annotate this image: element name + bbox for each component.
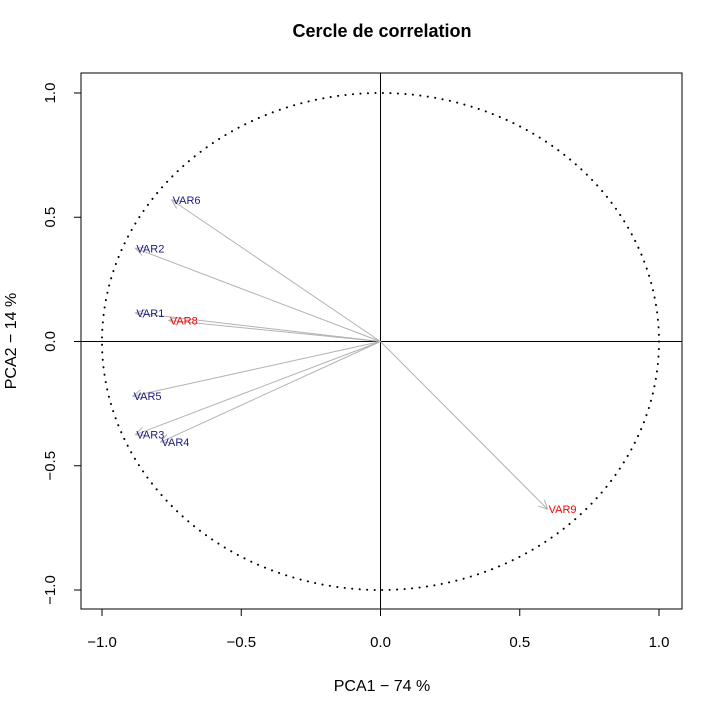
- label-var6: VAR6: [173, 195, 201, 207]
- label-var1: VAR1: [136, 308, 164, 320]
- arrowhead-var6: [170, 199, 182, 209]
- arrowhead-var8: [167, 316, 179, 327]
- label-var3: VAR3: [136, 430, 164, 442]
- arrow-var4: [160, 341, 381, 443]
- y-tick-label: 0.5: [42, 207, 59, 228]
- y-axis-label: PCA2 − 14 %: [3, 293, 20, 390]
- arrowhead-var3: [134, 427, 146, 437]
- plot-area: −1.0 −0.5 0.0 0.5 1.0 −1.0 −0.5 0.0 0.5 1.0 VAR1 VA…: [42, 72, 683, 651]
- arrowhead-var5: [131, 389, 143, 399]
- label-var8: VAR8: [170, 315, 198, 327]
- arrow-var5: [132, 341, 381, 397]
- arrow-var3: [135, 341, 381, 436]
- x-tick-label: −1.0: [87, 634, 117, 651]
- arrow-var6: [171, 199, 381, 342]
- x-tick-label: −0.5: [226, 634, 256, 651]
- x-tick-label: 0.5: [509, 634, 530, 651]
- chart-title: Cercle de correlation: [292, 21, 471, 41]
- y-tick-label: −1.0: [42, 575, 59, 605]
- arrow-var8: [168, 319, 381, 342]
- label-var9: VAR9: [549, 504, 577, 516]
- y-tick-label: 0.0: [42, 331, 59, 352]
- label-var5: VAR5: [134, 391, 162, 403]
- arrow-var9: [380, 341, 548, 510]
- x-tick-label: 0.0: [370, 634, 391, 651]
- x-axis-label: PCA1 − 74 %: [334, 678, 431, 695]
- y-tick-label: −0.5: [42, 451, 59, 481]
- arrow-var2: [135, 247, 381, 342]
- label-var2: VAR2: [136, 243, 164, 255]
- arrowhead-var4: [159, 434, 171, 443]
- label-var4: VAR4: [161, 437, 189, 449]
- unit-circle: [101, 92, 660, 591]
- arrowhead-var2: [134, 246, 146, 256]
- y-tick-label: 1.0: [42, 83, 59, 104]
- arrowhead-var1: [134, 309, 146, 319]
- x-tick-label: 1.0: [649, 634, 670, 651]
- arrowhead-var9: [538, 499, 549, 511]
